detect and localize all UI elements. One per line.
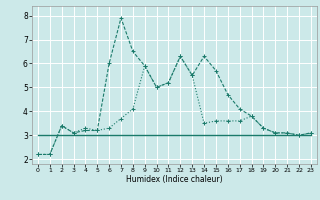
X-axis label: Humidex (Indice chaleur): Humidex (Indice chaleur)	[126, 175, 223, 184]
